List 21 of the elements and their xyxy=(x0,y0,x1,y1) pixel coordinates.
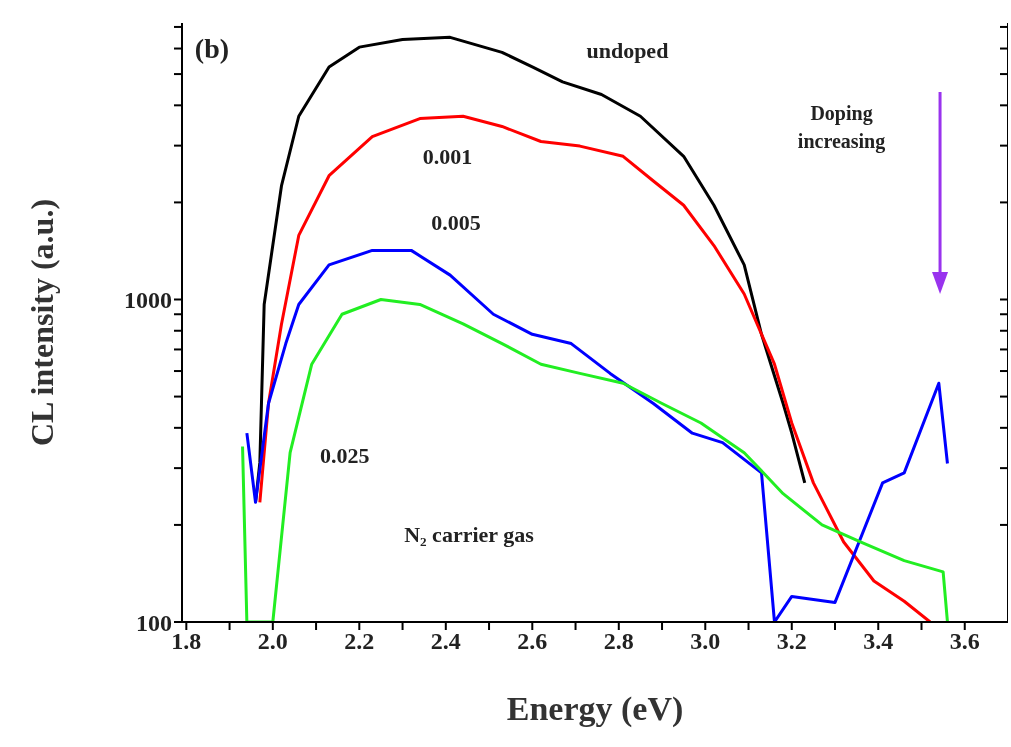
series-label: undoped xyxy=(586,38,669,64)
annotation: (b) xyxy=(194,33,230,65)
x-tick-label: 3.4 xyxy=(863,628,894,655)
x-tick-label: 3.6 xyxy=(949,628,980,655)
x-tick-label: 3.0 xyxy=(690,628,721,655)
series-label: 0.001 xyxy=(422,144,473,170)
x-tick-label: 2.2 xyxy=(344,628,375,655)
x-tick-label: 3.2 xyxy=(776,628,807,655)
x-tick-label: 2.4 xyxy=(430,628,461,655)
series-label: 0.025 xyxy=(319,442,370,468)
x-tick-label: 2.6 xyxy=(517,628,548,655)
series-label: 0.005 xyxy=(431,210,481,236)
x-tick-label: 2.0 xyxy=(257,628,288,655)
x-axis-title: Energy (eV) xyxy=(506,690,684,728)
y-tick-label: 100 xyxy=(136,609,172,636)
annotation: N₂ carrier gas xyxy=(404,522,535,548)
x-tick-label: 2.8 xyxy=(603,628,634,655)
y-tick-label: 1000 xyxy=(124,287,172,314)
x-tick-label: 1.8 xyxy=(171,628,202,655)
y-axis-title: CL intensity (a.u.) xyxy=(24,198,61,447)
annotation: Doping increasing xyxy=(797,102,886,154)
